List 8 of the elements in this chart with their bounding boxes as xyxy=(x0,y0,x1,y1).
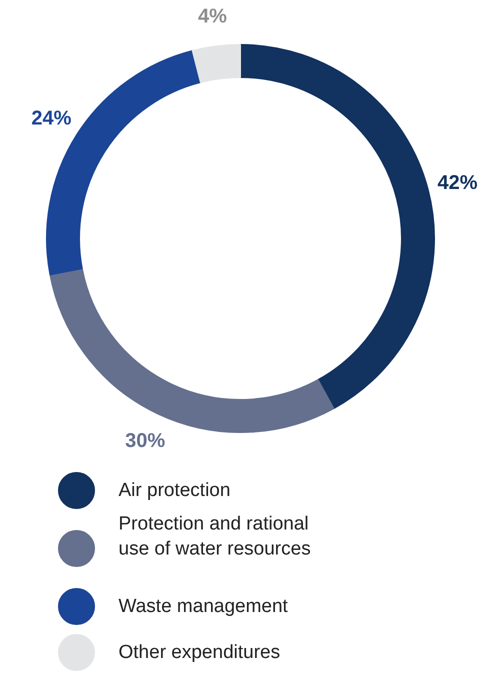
legend-label: Other expenditures xyxy=(118,642,280,663)
legend-label: Waste management xyxy=(118,596,289,617)
data-label: 24% xyxy=(31,107,72,130)
data-label: 30% xyxy=(125,430,166,452)
legend-label: Air protection xyxy=(118,480,230,501)
data-label: 4% xyxy=(198,5,228,28)
data-label: 42% xyxy=(437,172,478,194)
legend-label: Protection and rational use of water resources xyxy=(118,513,311,560)
